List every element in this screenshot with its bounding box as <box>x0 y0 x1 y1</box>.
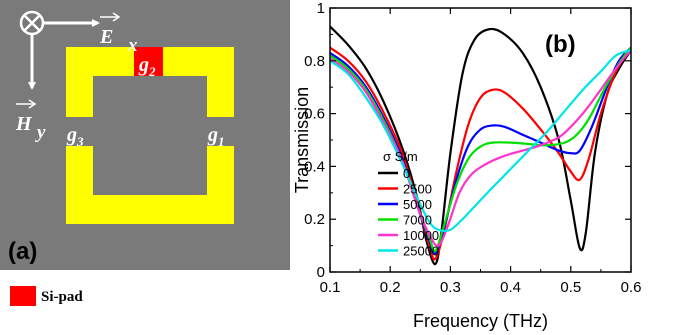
y-axis-label: Transmission <box>292 87 312 193</box>
x-tick-label: 0.2 <box>380 279 401 296</box>
x-axis-label: Frequency (THz) <box>413 311 548 331</box>
series-lines <box>330 25 631 266</box>
gap-g2-label: g2 <box>138 54 156 79</box>
y-tick-label: 0.6 <box>304 106 325 123</box>
si-pad-legend-label: Si-pad <box>41 289 83 305</box>
e-field-subscript: x <box>127 35 138 56</box>
si-pad-g2 <box>134 47 163 76</box>
legend-entry-0: 0 <box>403 166 410 181</box>
series-line-25000 <box>330 49 631 233</box>
panel-a-label: (a) <box>8 238 37 265</box>
panel-b-label: (b) <box>545 31 576 58</box>
y-tick-label: 0.4 <box>304 158 325 175</box>
field-direction-indicator <box>19 10 100 90</box>
h-field-label: H <box>15 113 33 135</box>
legend-title: σ S/m <box>383 149 418 164</box>
panel-a-schematic: E x H y g2 g3 g1 (a) Si-pad <box>0 0 290 306</box>
legend-entry-2500: 2500 <box>403 182 432 197</box>
y-tick-label: 0 <box>317 264 325 281</box>
x-tick-label: 0.5 <box>560 279 581 296</box>
schematic-background <box>0 0 290 270</box>
gap-g1-label: g1 <box>207 124 225 149</box>
y-tick-label: 0.8 <box>304 53 325 70</box>
legend-entry-25000: 25000 <box>403 244 439 259</box>
legend-entry-5000: 5000 <box>403 197 432 212</box>
si-pad-legend-swatch <box>10 286 36 306</box>
series-line-10000 <box>330 49 631 247</box>
x-tick-label: 0.3 <box>440 279 461 296</box>
y-tick-label: 0.2 <box>304 211 325 228</box>
x-tick-label: 0.1 <box>320 279 341 296</box>
y-tick-label: 1 <box>317 0 325 17</box>
legend-entry-10000: 10000 <box>403 228 439 243</box>
h-field-subscript: y <box>35 122 46 143</box>
series-line-7000 <box>330 46 631 253</box>
legend-entry-7000: 7000 <box>403 213 432 228</box>
x-tick-label: 0.6 <box>621 279 642 296</box>
e-field-label: E <box>99 26 113 48</box>
series-line-5000 <box>330 46 631 256</box>
series-line-0 <box>330 25 631 266</box>
series-line-2500 <box>330 46 631 261</box>
x-tick-label: 0.4 <box>500 279 521 296</box>
transmission-chart: 0.1 0.2 0.3 0.4 0.5 0.6 0 0.2 0.4 0.6 0.8 1 Frequenc… <box>292 0 642 331</box>
gap-g3-label: g3 <box>66 124 84 149</box>
